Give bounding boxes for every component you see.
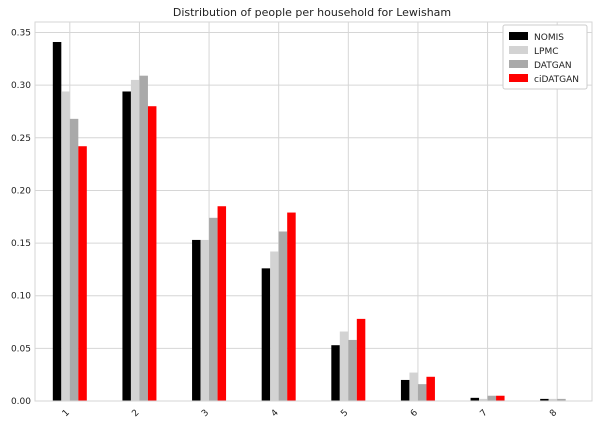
bar-datgan-3 <box>209 217 218 401</box>
bar-lpmc-1 <box>61 91 70 401</box>
bar-cidatgan-4 <box>287 212 296 401</box>
bar-lpmc-5 <box>339 331 349 401</box>
legend-label: NOMIS <box>534 33 564 43</box>
legend-swatch <box>509 46 528 54</box>
legend-swatch <box>509 74 528 82</box>
chart-title: Distribution of people per household for… <box>173 6 451 19</box>
y-tick-label: 0.00 <box>11 397 31 407</box>
legend-swatch <box>509 60 528 68</box>
legend: NOMIS LPMC DATGAN ciDATGAN <box>502 24 588 90</box>
bar-nomis-6 <box>400 379 410 401</box>
y-tick-label: 0.15 <box>11 239 31 249</box>
bar-nomis-7 <box>470 397 480 401</box>
y-tick-label: 0.20 <box>11 186 31 196</box>
bar-nomis-5 <box>331 345 340 401</box>
legend-box <box>502 24 588 90</box>
legend-label: DATGAN <box>534 61 572 71</box>
x-tick-label: 5 <box>339 408 350 419</box>
bar-datgan-6 <box>417 384 427 401</box>
bar-lpmc-7 <box>479 398 488 401</box>
legend-label: LPMC <box>534 47 559 57</box>
bar-datgan-7 <box>487 395 497 401</box>
bar-datgan-4 <box>278 231 288 401</box>
bar-datgan-5 <box>348 339 357 401</box>
legend-swatch <box>509 32 528 40</box>
bar-cidatgan-7 <box>496 395 505 401</box>
bar-datgan-1 <box>69 118 79 401</box>
bar-cidatgan-1 <box>78 146 87 401</box>
y-tick-label: 0.30 <box>11 81 31 91</box>
x-tick-label: 4 <box>270 408 281 419</box>
bar-datgan-8 <box>557 398 566 401</box>
y-tick-label: 0.25 <box>11 134 31 144</box>
bar-nomis-2 <box>122 91 131 401</box>
x-tick-label: 6 <box>409 408 420 419</box>
bar-datgan-2 <box>139 75 148 402</box>
y-tick-label: 0.10 <box>11 292 31 302</box>
x-tick-label: 7 <box>479 408 490 419</box>
x-tick-label: 1 <box>61 408 72 419</box>
bar-nomis-4 <box>261 268 271 401</box>
x-tick-label: 2 <box>130 408 141 419</box>
bar-lpmc-3 <box>200 239 210 401</box>
bar-lpmc-8 <box>548 398 558 401</box>
bars <box>52 42 566 402</box>
bar-cidatgan-2 <box>147 106 157 401</box>
bar-lpmc-6 <box>409 372 418 401</box>
x-tick-label: 3 <box>200 408 211 419</box>
x-tick-label: 8 <box>548 408 559 419</box>
plot-frame <box>34 21 593 402</box>
bar-lpmc-2 <box>130 79 140 402</box>
bar-nomis-3 <box>192 239 201 401</box>
legend-label: ciDATGAN <box>534 75 579 85</box>
bar-cidatgan-6 <box>426 376 435 401</box>
axes: 0.00 0.05 0.10 0.15 0.20 0.25 0.30 0.35 1 2 3 4 5 6 7 8 <box>11 21 593 419</box>
bar-lpmc-4 <box>270 251 279 401</box>
y-tick-label: 0.05 <box>11 344 31 354</box>
bar-cidatgan-3 <box>217 206 227 401</box>
y-tick-label: 0.35 <box>11 29 31 39</box>
bar-nomis-8 <box>540 398 549 401</box>
bar-cidatgan-5 <box>356 318 366 401</box>
bar-nomis-1 <box>52 42 62 401</box>
